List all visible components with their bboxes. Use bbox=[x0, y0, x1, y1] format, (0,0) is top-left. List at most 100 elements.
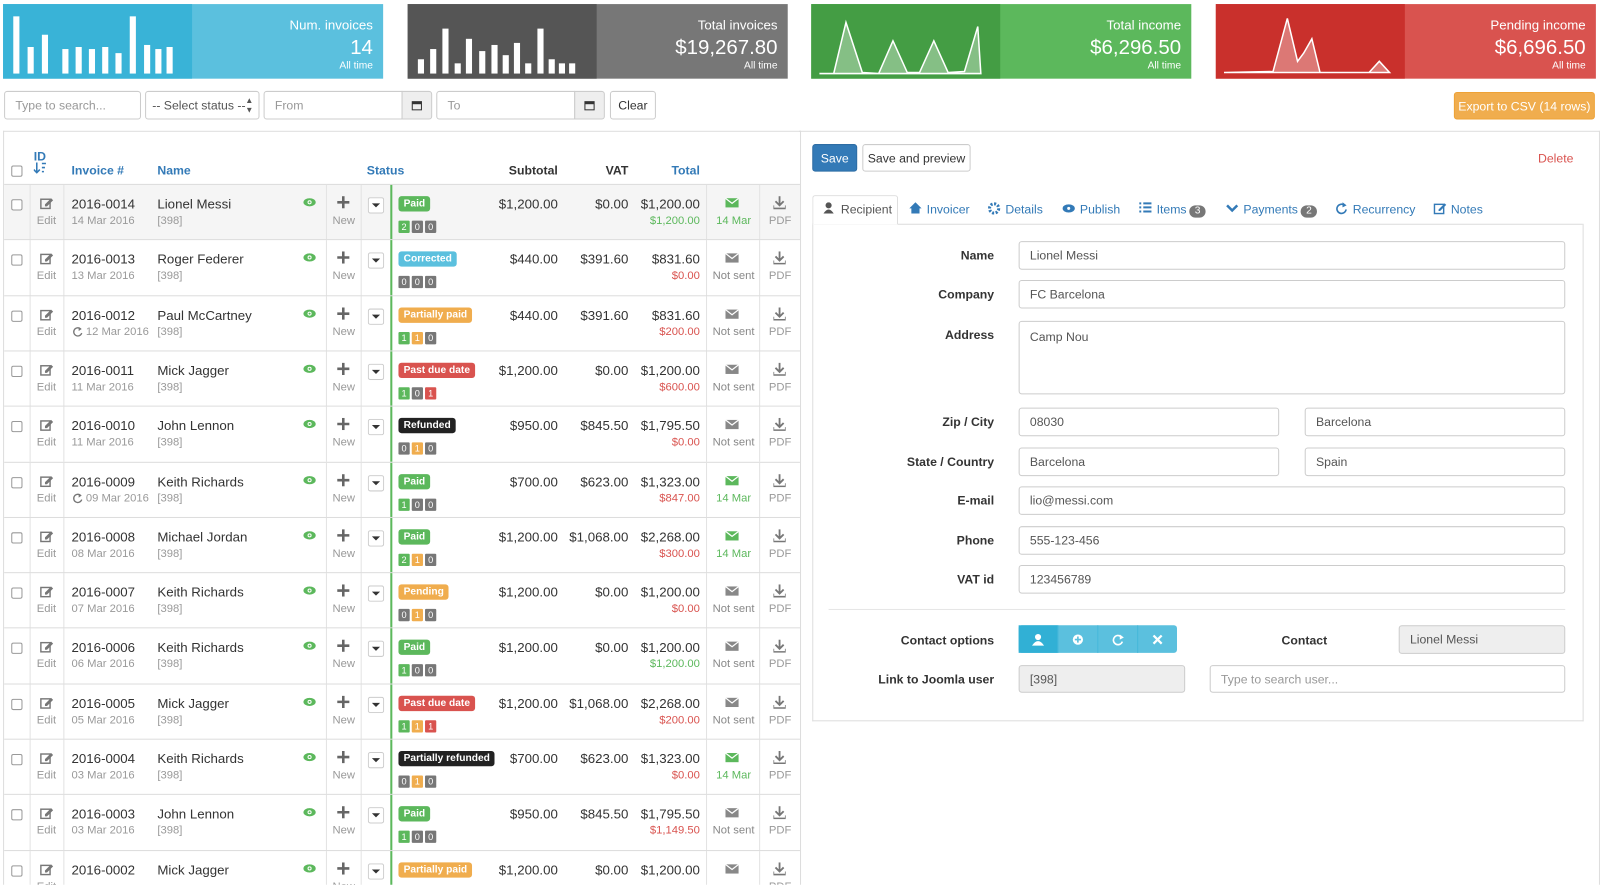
text-input[interactable]: Lionel Messi bbox=[1018, 241, 1566, 270]
tab[interactable]: Invoicer bbox=[909, 202, 970, 216]
customer-name[interactable]: Michael Jordan bbox=[157, 529, 248, 545]
edit-link[interactable]: Edit bbox=[36, 602, 57, 616]
text-input[interactable]: Barcelona bbox=[1018, 447, 1280, 477]
header-status[interactable]: Status bbox=[366, 163, 405, 178]
row-checkbox[interactable] bbox=[11, 643, 23, 655]
new-link[interactable]: New bbox=[326, 880, 362, 885]
row-checkbox[interactable] bbox=[11, 698, 23, 710]
customer-name[interactable]: Keith Richards bbox=[157, 750, 244, 767]
pdf-link[interactable]: PDF bbox=[768, 436, 792, 449]
invoice-row[interactable]: Edit 2016-0014 14 Mar 2016 Lionel Messi [398… bbox=[4, 183, 800, 241]
new-link[interactable]: New bbox=[332, 491, 356, 505]
header-invoice[interactable]: Invoice # bbox=[71, 163, 124, 178]
invoice-row[interactable]: Edit 2016-0007 07 Mar 2016 Keith Richards [3… bbox=[4, 572, 800, 629]
customer-name[interactable]: John Lennon bbox=[157, 418, 235, 434]
row-checkbox[interactable] bbox=[11, 809, 23, 821]
row-checkbox[interactable] bbox=[11, 365, 23, 377]
from-input[interactable]: From bbox=[263, 90, 403, 120]
customer-name[interactable]: John Lennon bbox=[157, 806, 235, 822]
row-checkbox[interactable] bbox=[11, 310, 23, 322]
new-link[interactable]: New bbox=[332, 769, 356, 782]
row-checkbox[interactable] bbox=[11, 199, 23, 211]
tab[interactable]: Recurrency bbox=[1335, 202, 1415, 216]
invoice-row[interactable]: Edit 2016-0004 03 Mar 2016 Keith Richards [3… bbox=[4, 738, 800, 796]
search-input[interactable]: Type to search... bbox=[4, 90, 141, 120]
row-checkbox[interactable] bbox=[11, 587, 23, 599]
save-button[interactable]: Save bbox=[812, 144, 858, 172]
edit-link[interactable]: Edit bbox=[36, 214, 57, 227]
pdf-link[interactable]: PDF bbox=[768, 214, 792, 227]
textarea[interactable]: Camp Nou bbox=[1018, 320, 1566, 395]
customer-name[interactable]: Paul McCartney bbox=[157, 307, 252, 323]
pdf-link[interactable]: PDF bbox=[768, 380, 792, 394]
invoice-row[interactable]: Edit 2016-0013 13 Mar 2016 Roger Federer [39… bbox=[4, 239, 800, 296]
new-link[interactable]: New bbox=[332, 436, 356, 449]
customer-name[interactable]: Lionel Messi bbox=[157, 196, 232, 212]
invoice-row[interactable]: Edit 2016-0011 11 Mar 2016 Mick Jagger [398]… bbox=[4, 350, 800, 407]
new-link[interactable]: New bbox=[332, 214, 356, 227]
edit-link[interactable]: Edit bbox=[36, 713, 57, 727]
customer-name[interactable]: Mick Jagger bbox=[157, 362, 229, 378]
edit-link[interactable]: Edit bbox=[36, 824, 57, 838]
edit-link[interactable]: Edit bbox=[36, 769, 57, 782]
customer-name[interactable]: Mick Jagger bbox=[157, 695, 229, 711]
pdf-link[interactable]: PDF bbox=[768, 547, 792, 560]
pdf-link[interactable]: PDF bbox=[768, 491, 792, 505]
joomla-search-input[interactable]: Type to search user... bbox=[1209, 665, 1566, 693]
row-checkbox[interactable] bbox=[11, 754, 23, 766]
invoice-row[interactable]: Edit 2016-0006 06 Mar 2016 Keith Richards [3… bbox=[4, 627, 800, 685]
invoice-row[interactable]: Edit 2016-0002 Mick Jagger New Partially pai… bbox=[4, 849, 800, 885]
save-preview-button[interactable]: Save and preview bbox=[862, 144, 971, 172]
edit-link[interactable]: Edit bbox=[36, 436, 57, 449]
customer-name[interactable]: Keith Richards bbox=[157, 473, 244, 489]
calendar-button[interactable] bbox=[401, 90, 433, 120]
new-link[interactable]: New bbox=[332, 658, 356, 671]
text-input[interactable]: FC Barcelona bbox=[1018, 279, 1566, 309]
customer-name[interactable]: Keith Richards bbox=[157, 639, 244, 656]
edit-link[interactable]: Edit bbox=[34, 880, 60, 885]
delete-link[interactable]: Delete bbox=[1537, 151, 1574, 166]
calendar-button[interactable] bbox=[574, 90, 605, 120]
customer-name[interactable]: Roger Federer bbox=[157, 251, 244, 267]
contact-option-button[interactable] bbox=[1137, 625, 1177, 653]
tab[interactable]: Recipient bbox=[823, 202, 892, 216]
invoice-row[interactable]: Edit 2016-0010 11 Mar 2016 John Lennon [398]… bbox=[4, 405, 800, 463]
export-button[interactable]: Export to CSV (14 rows) bbox=[1453, 91, 1595, 120]
new-link[interactable]: New bbox=[332, 602, 356, 616]
text-input[interactable]: Barcelona bbox=[1304, 407, 1566, 437]
header-name[interactable]: Name bbox=[157, 163, 191, 178]
edit-link[interactable]: Edit bbox=[36, 270, 57, 283]
header-total[interactable]: Total bbox=[671, 163, 700, 178]
new-link[interactable]: New bbox=[332, 713, 356, 727]
row-checkbox[interactable] bbox=[11, 864, 23, 877]
text-input[interactable]: 555-123-456 bbox=[1018, 526, 1566, 555]
edit-link[interactable]: Edit bbox=[36, 547, 57, 560]
pdf-link[interactable]: PDF bbox=[768, 658, 792, 671]
new-link[interactable]: New bbox=[332, 325, 356, 338]
tab[interactable]: Items 3 bbox=[1139, 202, 1206, 218]
pdf-link[interactable]: PDF bbox=[768, 769, 792, 782]
edit-link[interactable]: Edit bbox=[36, 658, 57, 671]
contact-input[interactable]: Lionel Messi bbox=[1398, 625, 1566, 654]
edit-link[interactable]: Edit bbox=[36, 325, 57, 338]
invoice-row[interactable]: Edit 2016-0009 09 Mar 2016 Keith Richards [3… bbox=[4, 461, 800, 518]
contact-option-button[interactable] bbox=[1018, 625, 1058, 653]
customer-name[interactable]: Keith Richards bbox=[157, 584, 244, 600]
invoice-row[interactable]: Edit 2016-0008 08 Mar 2016 Michael Jordan [3… bbox=[4, 516, 800, 574]
header-id[interactable]: ID bbox=[33, 149, 46, 164]
contact-option-button[interactable] bbox=[1097, 625, 1137, 653]
invoice-row[interactable]: Edit 2016-0005 05 Mar 2016 Mick Jagger [398]… bbox=[4, 683, 800, 740]
new-link[interactable]: New bbox=[332, 547, 356, 560]
contact-option-button[interactable] bbox=[1057, 625, 1097, 653]
status-select[interactable]: -- Select status -- ▲ ▼ bbox=[145, 90, 260, 120]
tab[interactable]: Details bbox=[987, 202, 1043, 216]
pdf-link[interactable]: PDF bbox=[768, 824, 792, 838]
row-checkbox[interactable] bbox=[11, 421, 23, 433]
pdf-link[interactable]: PDF bbox=[768, 713, 792, 727]
edit-link[interactable]: Edit bbox=[36, 491, 57, 505]
invoice-row[interactable]: Edit 2016-0003 03 Mar 2016 John Lennon [398]… bbox=[4, 794, 800, 851]
row-checkbox[interactable] bbox=[11, 476, 23, 488]
tab[interactable]: Payments 2 bbox=[1226, 202, 1317, 218]
joomla-user-input[interactable]: [398] bbox=[1018, 665, 1186, 693]
new-link[interactable]: New bbox=[332, 380, 356, 394]
